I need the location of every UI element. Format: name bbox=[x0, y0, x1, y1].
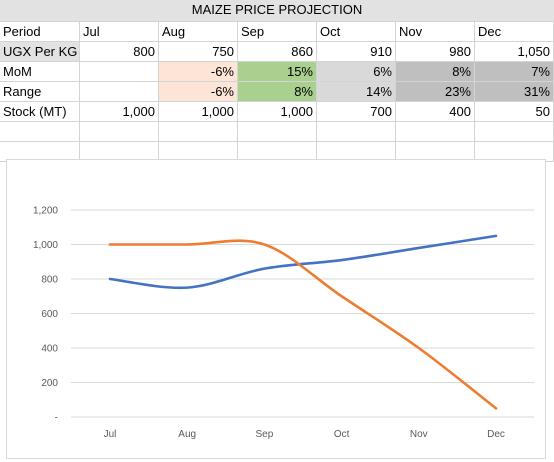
y-tick-label: 1,200 bbox=[33, 206, 58, 217]
mom-cell[interactable]: 15% bbox=[238, 62, 317, 82]
chart-plot-area: - 200 400 600 800 1,000 1,200 Jul Aug Sep Oct Nov De… bbox=[33, 206, 534, 440]
x-tick-label: Sep bbox=[256, 429, 274, 440]
range-cell[interactable]: 8% bbox=[238, 82, 317, 102]
row-label-mom[interactable]: MoM bbox=[0, 62, 80, 82]
range-cell[interactable]: 31% bbox=[475, 82, 554, 102]
month-header-dec[interactable]: Dec bbox=[475, 22, 554, 42]
price-cell[interactable]: 800 bbox=[80, 42, 159, 62]
month-header-aug[interactable]: Aug bbox=[159, 22, 238, 42]
price-cell[interactable]: 750 bbox=[159, 42, 238, 62]
y-tick-label: 600 bbox=[41, 309, 58, 320]
stock-cell[interactable]: 400 bbox=[396, 102, 475, 122]
range-cell[interactable] bbox=[80, 82, 159, 102]
x-tick-label: Nov bbox=[410, 429, 428, 440]
x-tick-label: Aug bbox=[178, 429, 196, 440]
row-label-price[interactable]: UGX Per KG bbox=[0, 42, 80, 62]
stock-cell[interactable]: 50 bbox=[475, 102, 554, 122]
price-cell[interactable]: 1,050 bbox=[475, 42, 554, 62]
stock-cell[interactable]: 1,000 bbox=[159, 102, 238, 122]
y-tick-label: 800 bbox=[41, 275, 58, 286]
month-header-jul[interactable]: Jul bbox=[80, 22, 159, 42]
price-cell[interactable]: 910 bbox=[317, 42, 396, 62]
price-cell[interactable]: 860 bbox=[238, 42, 317, 62]
y-tick-label: - bbox=[55, 413, 58, 424]
range-cell[interactable]: -6% bbox=[159, 82, 238, 102]
period-header-cell[interactable]: Period bbox=[0, 22, 80, 42]
x-tick-label: Jul bbox=[104, 429, 117, 440]
line-chart[interactable]: - 200 400 600 800 1,000 1,200 Jul Aug Sep Oct Nov De… bbox=[6, 159, 546, 459]
title-bar: MAIZE PRICE PROJECTION bbox=[0, 0, 554, 22]
empty-cell[interactable] bbox=[238, 122, 317, 142]
month-header-nov[interactable]: Nov bbox=[396, 22, 475, 42]
mom-cell[interactable]: 6% bbox=[317, 62, 396, 82]
empty-cell[interactable] bbox=[80, 122, 159, 142]
empty-cell[interactable] bbox=[159, 122, 238, 142]
row-label-range[interactable]: Range bbox=[0, 82, 80, 102]
y-tick-label: 200 bbox=[41, 378, 58, 389]
range-cell[interactable]: 23% bbox=[396, 82, 475, 102]
x-tick-label: Oct bbox=[334, 429, 350, 440]
mom-cell[interactable]: -6% bbox=[159, 62, 238, 82]
y-tick-label: 1,000 bbox=[33, 240, 58, 251]
empty-cell[interactable] bbox=[396, 122, 475, 142]
sheet-title: MAIZE PRICE PROJECTION bbox=[191, 2, 363, 17]
price-series-line[interactable] bbox=[108, 234, 498, 290]
range-cell[interactable]: 14% bbox=[317, 82, 396, 102]
y-tick-label: 400 bbox=[41, 344, 58, 355]
mom-cell[interactable]: 8% bbox=[396, 62, 475, 82]
stock-series-line[interactable] bbox=[108, 239, 498, 410]
stock-cell[interactable]: 700 bbox=[317, 102, 396, 122]
empty-cell[interactable] bbox=[317, 122, 396, 142]
stock-cell[interactable]: 1,000 bbox=[238, 102, 317, 122]
mom-cell[interactable] bbox=[80, 62, 159, 82]
stock-cell[interactable]: 1,000 bbox=[80, 102, 159, 122]
month-header-oct[interactable]: Oct bbox=[317, 22, 396, 42]
x-tick-label: Dec bbox=[487, 429, 505, 440]
price-cell[interactable]: 980 bbox=[396, 42, 475, 62]
mom-cell[interactable]: 7% bbox=[475, 62, 554, 82]
row-label-stock[interactable]: Stock (MT) bbox=[0, 102, 80, 122]
month-header-sep[interactable]: Sep bbox=[238, 22, 317, 42]
empty-cell[interactable] bbox=[0, 122, 80, 142]
empty-cell[interactable] bbox=[475, 122, 554, 142]
